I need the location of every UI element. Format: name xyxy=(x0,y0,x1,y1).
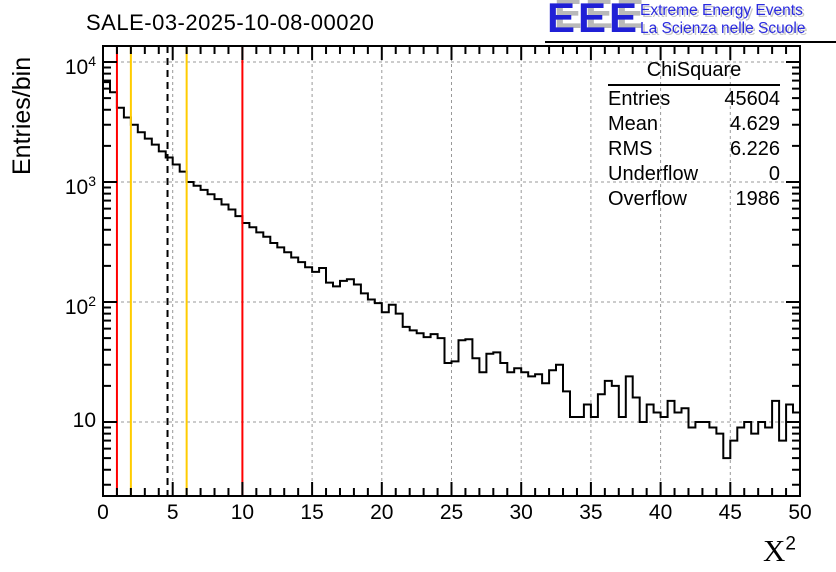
x-tick-label: 35 xyxy=(579,501,603,524)
x-tick-label: 40 xyxy=(648,501,673,524)
x-axis-title-exponent: 2 xyxy=(785,533,796,555)
eee-logo-line1: Extreme Energy Events xyxy=(640,2,803,19)
stats-box: ChiSquare Entries 45604 Mean 4.629 RMS 6.226 U… xyxy=(608,58,780,212)
x-tick-label: 50 xyxy=(788,501,812,524)
eee-logo: EEE Extreme Energy Events La Scienza nel… xyxy=(545,0,836,44)
stats-box-title: ChiSquare xyxy=(646,59,742,81)
eee-logo-acronym: EEE xyxy=(547,0,641,41)
stats-row: Overflow 1986 xyxy=(608,187,780,212)
y-tick-label: 102 xyxy=(64,293,96,319)
eee-logo-line2: La Scienza nelle Scuole xyxy=(640,20,806,37)
x-tick-label: 30 xyxy=(509,501,533,524)
stats-row-label: Entries xyxy=(608,88,671,110)
x-tick-label: 25 xyxy=(439,501,464,524)
eee-logo-text: Extreme Energy Events La Scienza nelle S… xyxy=(640,2,805,38)
stats-row: Entries 45604 xyxy=(608,87,780,112)
stats-box-rule xyxy=(608,84,780,86)
x-tick-label: 15 xyxy=(300,501,324,524)
stats-row-label: Underflow xyxy=(608,163,699,185)
x-axis-title: X2 xyxy=(763,533,796,569)
logo-underline xyxy=(545,41,836,43)
x-tick-label: 0 xyxy=(97,501,109,524)
stats-row: Underflow 0 xyxy=(608,162,780,187)
x-tick-label: 10 xyxy=(230,501,255,524)
y-axis-title: Entries/bin xyxy=(8,56,36,175)
stats-row: RMS 6.226 xyxy=(608,137,780,162)
x-tick-label: 5 xyxy=(166,501,179,524)
x-tick-label: 45 xyxy=(718,501,742,524)
stats-row: Mean 4.629 xyxy=(608,112,780,137)
stats-row-value: 0 xyxy=(768,163,780,185)
x-axis-title-base: X xyxy=(763,533,786,568)
stats-row-value: 1986 xyxy=(735,188,781,210)
stats-row-label: Mean xyxy=(608,113,659,135)
y-tick-label: 104 xyxy=(64,53,96,79)
stats-row-value: 6.226 xyxy=(729,138,780,160)
stats-row-value: 45604 xyxy=(724,88,780,110)
y-tick-label: 103 xyxy=(64,173,96,199)
stats-row-label: Overflow xyxy=(608,188,687,210)
stats-row-value: 4.629 xyxy=(729,113,780,135)
histogram-step-line xyxy=(103,81,800,460)
stats-row-label: RMS xyxy=(608,138,653,160)
y-tick-label: 10 xyxy=(72,409,96,432)
x-tick-label: 20 xyxy=(370,501,394,524)
plot-title: SALE-03-2025-10-08-00020 xyxy=(86,10,375,35)
